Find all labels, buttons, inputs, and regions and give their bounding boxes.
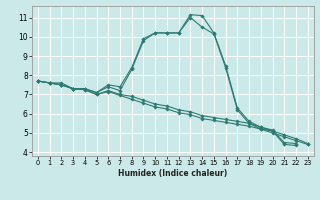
X-axis label: Humidex (Indice chaleur): Humidex (Indice chaleur) [118, 169, 228, 178]
